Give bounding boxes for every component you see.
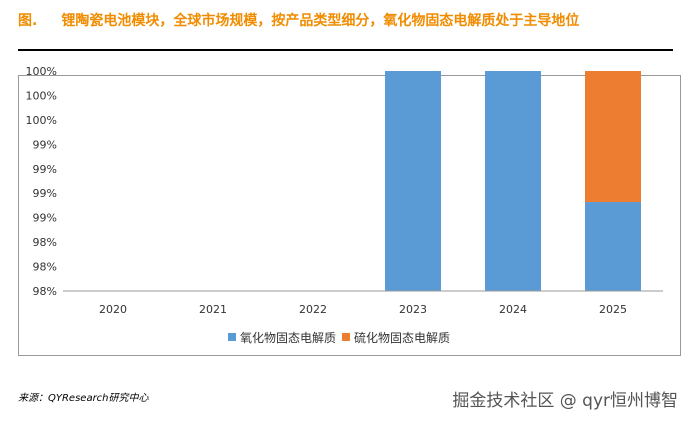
title-divider [18,49,673,51]
figure-label: 图. [18,13,38,29]
bar-2024-0 [485,71,541,291]
legend-swatch [228,333,236,341]
y-tick-label: 99% [33,187,57,200]
x-tick-label: 2022 [299,303,327,316]
y-tick-label: 100% [26,89,57,102]
bar-2025-1 [585,71,641,203]
bar-2023-0 [385,71,441,291]
y-tick-label: 99% [33,163,57,176]
y-tick-label: 99% [33,212,57,225]
y-tick-label: 100% [26,65,57,78]
y-tick-label: 99% [33,138,57,151]
chart-title: 图. 锂陶瓷电池模块，全球市场规模，按产品类型细分，氧化物固态电解质处于主导地位 [18,10,579,30]
y-tick-label: 98% [33,261,57,274]
x-tick-label: 2020 [99,303,127,316]
x-tick-label: 2023 [399,303,427,316]
y-tick-label: 98% [33,236,57,249]
title-text: 锂陶瓷电池模块，全球市场规模，按产品类型细分，氧化物固态电解质处于主导地位 [61,13,580,29]
x-tick-label: 2024 [499,303,527,316]
legend-label: 硫化物固态电解质 [354,330,450,345]
legend-swatch [342,333,350,341]
bar-2025-0 [585,202,641,291]
legend-label: 氧化物固态电解质 [240,331,336,345]
chart-frame [18,75,681,356]
y-tick-label: 98% [33,285,57,298]
y-tick-label: 100% [26,114,57,127]
watermark: 掘金技术社区 @ qyr恒州博智 [452,391,678,411]
x-tick-label: 2021 [199,303,227,316]
x-tick-label: 2025 [599,303,627,316]
source-note: 来源：QYResearch研究中心 [18,393,149,404]
